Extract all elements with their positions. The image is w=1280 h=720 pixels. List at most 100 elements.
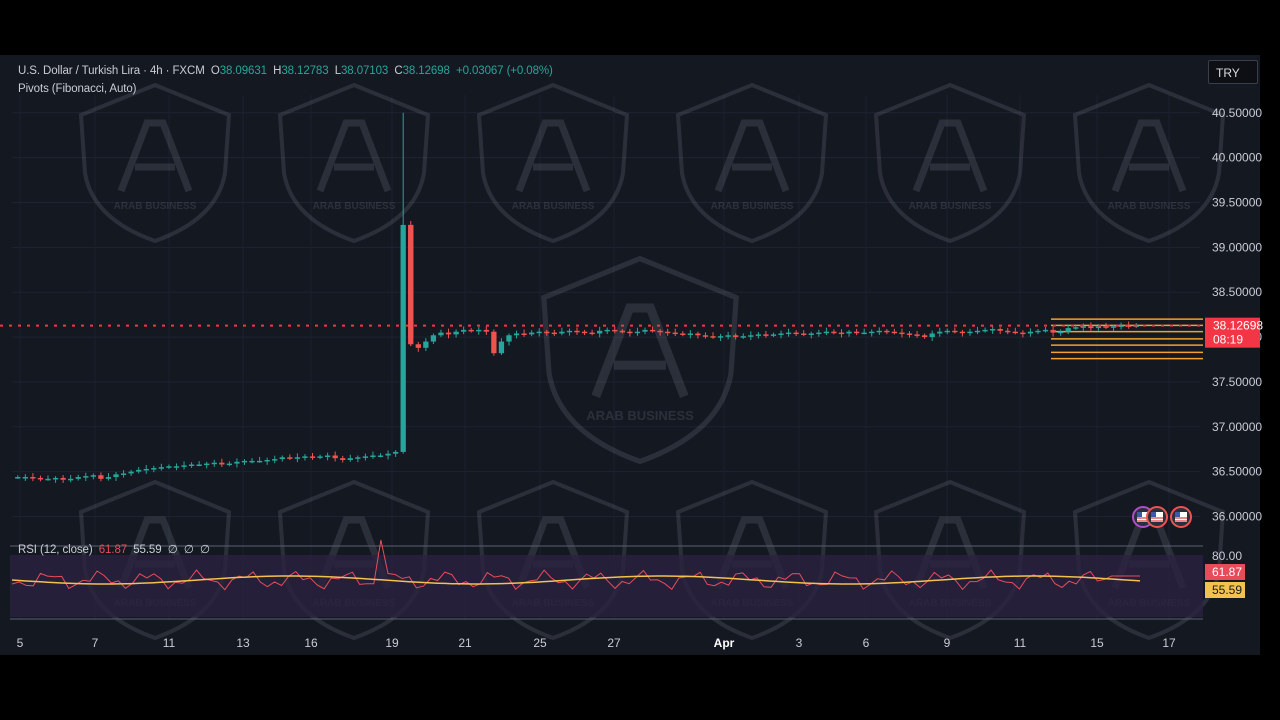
candle-body: [869, 331, 875, 334]
rsi-ma-label: 55.59: [1212, 583, 1242, 597]
pivots-indicator-legend[interactable]: Pivots (Fibonacci, Auto): [18, 83, 137, 95]
watermark-shield: ARAB BUSINESS: [78, 82, 232, 244]
us-flag-icon[interactable]: [1170, 506, 1192, 528]
candle-body: [264, 459, 270, 462]
currency-button[interactable]: TRY: [1208, 60, 1258, 84]
candle-body: [408, 224, 414, 345]
candle-body: [559, 331, 565, 334]
candle-body: [15, 477, 21, 479]
candle-body: [241, 460, 248, 463]
candle-body: [521, 333, 527, 335]
time-tick-label: 25: [533, 636, 547, 650]
rsi-pane: 80.00 61.87 55.59: [10, 539, 1245, 620]
candle-body: [423, 341, 429, 348]
candle-body: [604, 329, 610, 332]
price-tick-label: 38.50000: [1212, 285, 1262, 299]
candle-body: [929, 333, 935, 338]
candle-body: [634, 331, 641, 334]
price-tick-label: 40.50000: [1212, 106, 1262, 120]
candle-body: [687, 333, 694, 335]
candle-body: [778, 333, 784, 335]
candle-body: [989, 328, 996, 331]
candle-body: [491, 331, 497, 354]
candle-body: [256, 460, 263, 463]
price-tick-label: 37.50000: [1212, 375, 1262, 389]
candle-body: [347, 458, 353, 460]
flag-canton: [1175, 512, 1180, 517]
shield-monogram: [1111, 119, 1187, 193]
candle-body: [566, 330, 573, 333]
candle-body: [748, 335, 754, 337]
rsi-legend-value: 61.87: [98, 544, 128, 556]
candle-body: [529, 332, 535, 335]
candle-body: [476, 329, 482, 332]
watermark-shield: ARAB BUSINESS: [277, 82, 431, 244]
symbol-name[interactable]: U.S. Dollar / Turkish Lira: [18, 65, 141, 77]
candle-body: [90, 475, 96, 477]
candle-body: [400, 224, 406, 452]
candle-body: [204, 463, 210, 466]
time-tick-label: 17: [1162, 636, 1176, 650]
candle-body: [846, 331, 852, 334]
rsi-ma-line: [11, 575, 1141, 585]
candle-body: [234, 461, 240, 464]
watermark-label: ARAB BUSINESS: [711, 201, 794, 212]
candle-body: [377, 455, 384, 458]
price-axis: 40.50000 40.00000 39.50000 39.00000 38.50000…: [1205, 106, 1263, 524]
close-label: C: [394, 65, 403, 77]
rsi-name[interactable]: RSI (12, close): [18, 544, 93, 556]
candle-body: [392, 451, 399, 454]
shield-outline: [1072, 82, 1226, 244]
flag-field: [1175, 512, 1187, 522]
candle-body: [884, 330, 890, 333]
candle-body: [959, 331, 966, 334]
candle-body: [816, 332, 822, 335]
candle-body: [619, 330, 625, 333]
candle-body: [831, 331, 837, 334]
candle-body: [52, 477, 59, 480]
high-value: 38.12783: [281, 65, 329, 77]
candle-body: [801, 333, 807, 335]
flag-canton: [1151, 512, 1156, 517]
candle-body: [899, 332, 905, 335]
rsi-legend[interactable]: RSI (12, close) 61.87 55.59 ∅ ∅ ∅: [18, 542, 210, 556]
time-tick-label: 13: [236, 636, 250, 650]
price-tick-label: 37.00000: [1212, 420, 1262, 434]
candle-body: [710, 336, 716, 338]
candle-body: [740, 336, 746, 338]
time-tick-label: Apr: [714, 636, 735, 650]
event-flags: [1132, 506, 1192, 528]
candle-body: [128, 471, 134, 474]
candle-body: [793, 332, 799, 335]
shield-outline: [476, 82, 630, 244]
candle-body: [906, 333, 913, 335]
candle-body: [136, 469, 142, 472]
us-flag-icon[interactable]: [1146, 506, 1168, 528]
candle-body: [143, 468, 149, 471]
time-axis: 5 7 11 13 16 19 21 25 27 Apr 3 6 9 11 15 17: [17, 636, 1176, 650]
candle-body: [536, 331, 542, 334]
candle-body: [695, 333, 701, 336]
candle-body: [460, 329, 467, 332]
candle-body: [657, 330, 663, 333]
candle-body: [60, 477, 66, 480]
candle-body: [642, 329, 648, 332]
symbol-legend[interactable]: U.S. Dollar / Turkish Lira · 4h · FXCM O…: [18, 65, 553, 77]
candle-body: [581, 331, 588, 334]
symbol-interval[interactable]: 4h: [149, 65, 163, 77]
candle-body: [733, 335, 739, 338]
watermark-shield: ARAB BUSINESS: [476, 82, 630, 244]
rsi-na-2: ∅: [183, 544, 194, 556]
candle-body: [332, 455, 338, 459]
candle-body: [498, 341, 505, 354]
change-value: +0.03067 (+0.08%): [455, 65, 553, 77]
candle-body: [45, 478, 51, 481]
time-tick-label: 9: [944, 636, 951, 650]
close-value: 38.12698: [402, 65, 450, 77]
candle-body: [151, 468, 157, 470]
high-label: H: [273, 65, 282, 77]
candle-body: [166, 466, 172, 468]
price-tick-label: 36.50000: [1212, 465, 1262, 479]
candle-body: [808, 333, 814, 335]
